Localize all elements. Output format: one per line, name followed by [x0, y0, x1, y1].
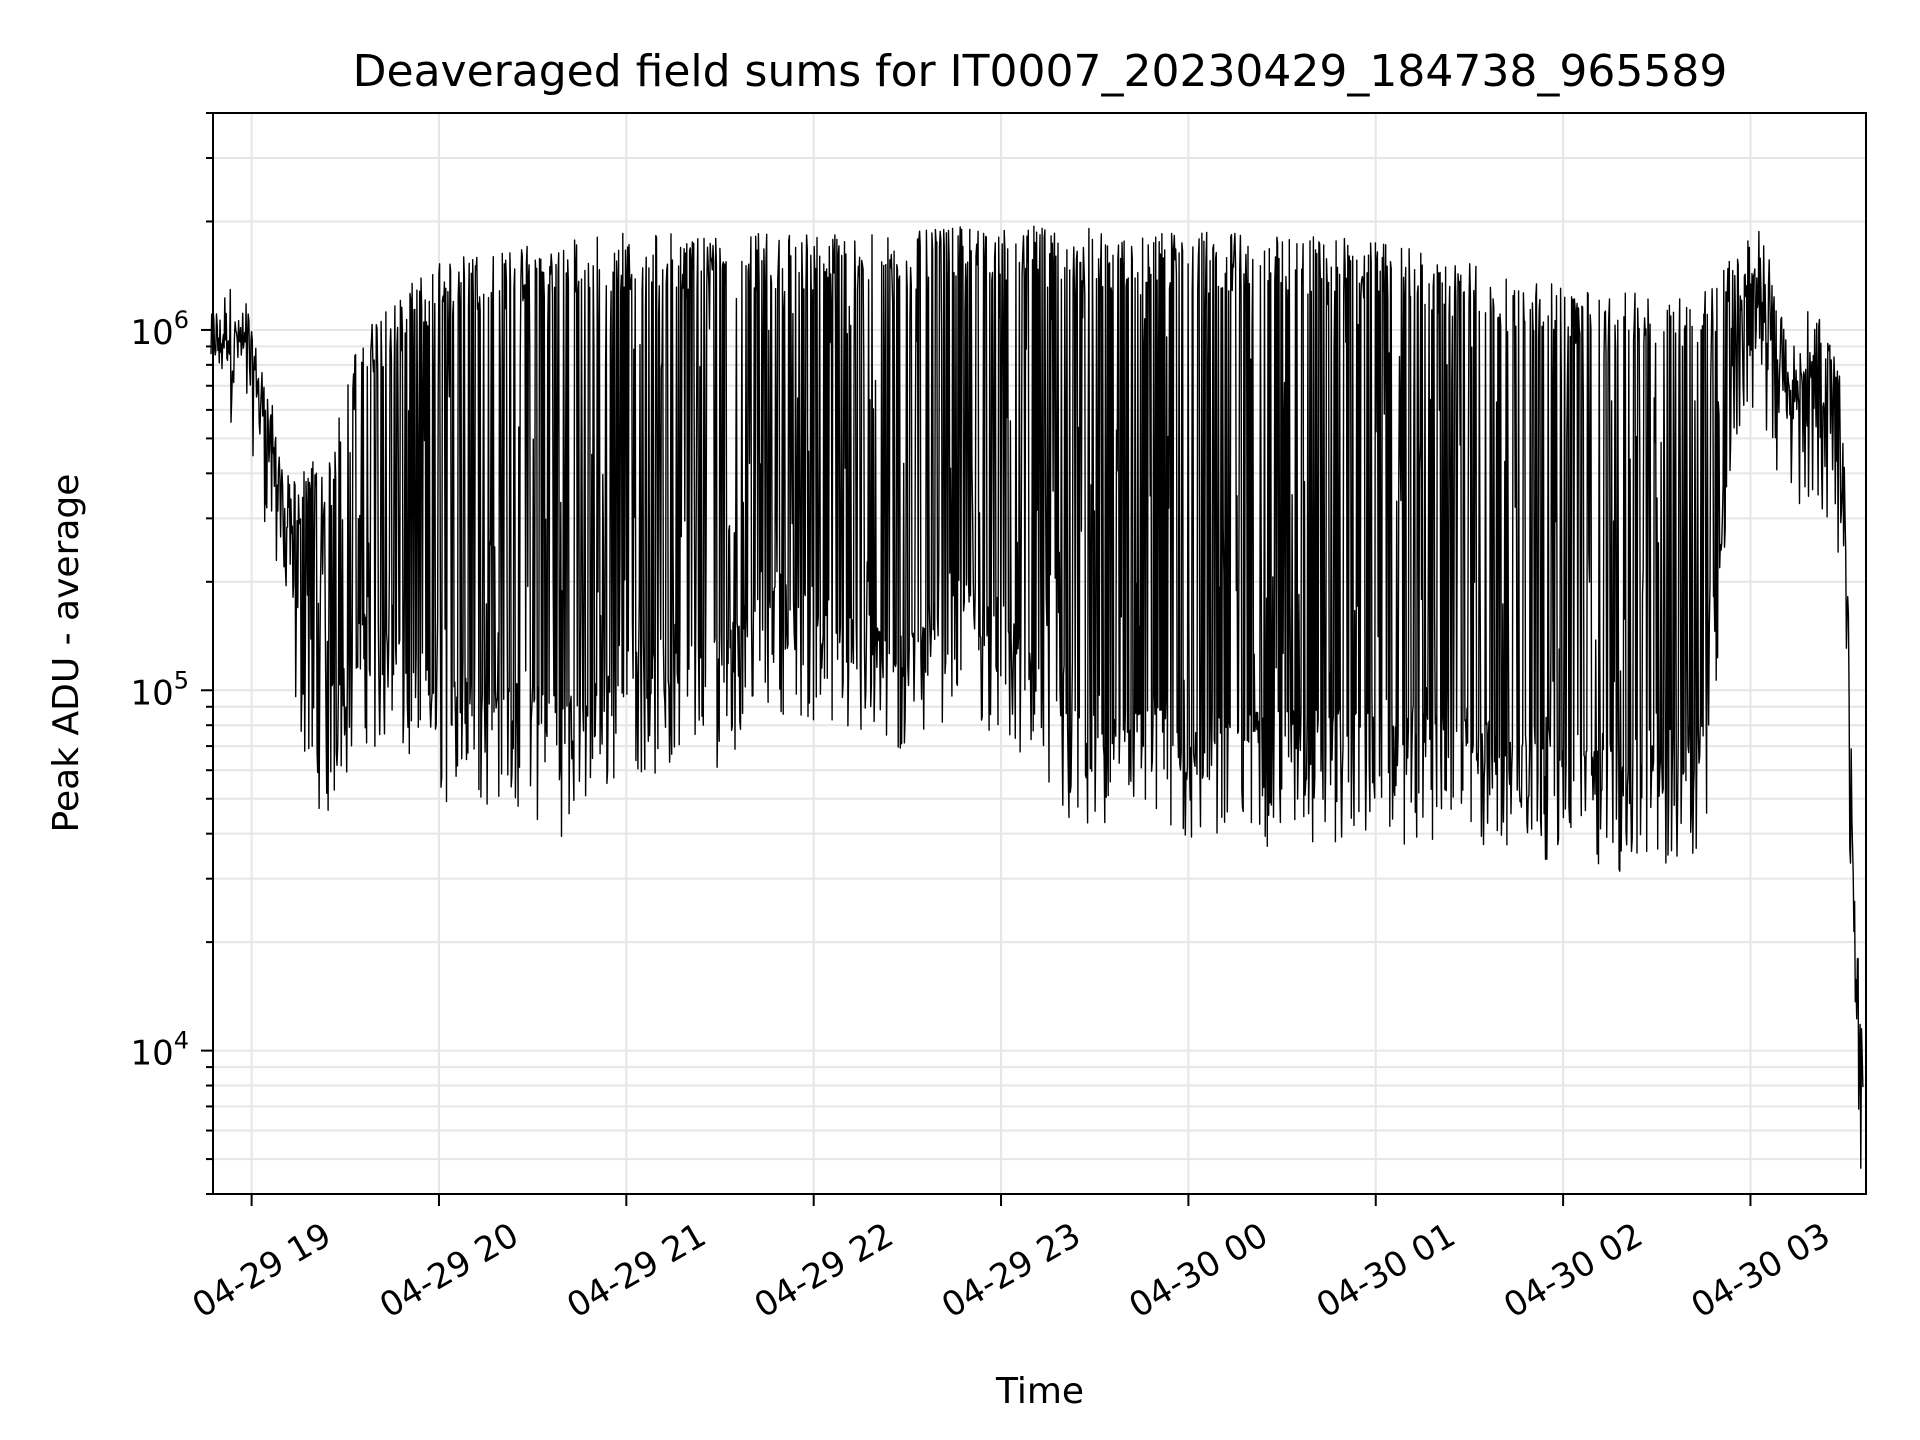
y-axis-label: Peak ADU - average — [46, 474, 87, 833]
series-line — [210, 225, 1864, 1169]
y-tick-label: 104 — [130, 1027, 189, 1074]
series-layer — [210, 225, 1864, 1169]
y-axis: 104 105 106 — [130, 112, 213, 1195]
plot-frame — [212, 112, 1867, 1195]
y-tick-label: 105 — [130, 666, 189, 713]
y-tick-label: 106 — [130, 306, 189, 353]
x-axis-label: Time — [995, 1371, 1084, 1412]
chart-title: Deaveraged field sums for IT0007_2023042… — [353, 46, 1728, 97]
